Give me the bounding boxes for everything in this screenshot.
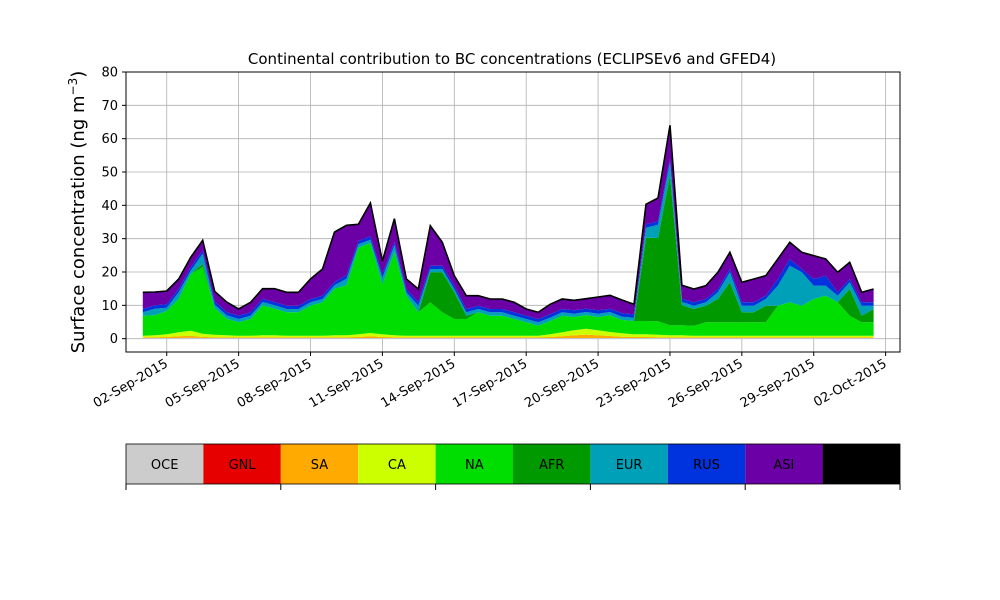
y-tick-label: 40 [101, 199, 118, 214]
legend-label-eur: EUR [616, 458, 643, 473]
x-tick-label: 20-Sep-2015 [522, 356, 602, 411]
y-tick-label: 0 [110, 332, 118, 347]
x-tick-label: 02-Oct-2015 [811, 356, 889, 410]
x-tick-label: 29-Sep-2015 [738, 356, 818, 411]
legend-label-oce: OCE [151, 458, 179, 473]
legend-swatch-asi [745, 444, 823, 484]
legend-label-gnl: GNL [229, 458, 257, 473]
legend-label-ca: CA [388, 458, 406, 473]
chart-title: Continental contribution to BC concentra… [248, 50, 776, 68]
area-asi [142, 125, 874, 319]
legend-label-sa: SA [311, 458, 328, 473]
legend-swatch-rus [667, 444, 746, 484]
area-na [142, 243, 874, 336]
legend-label-asi: ASI [773, 458, 794, 473]
y-tick-label: 10 [101, 299, 118, 314]
total-line [142, 125, 874, 314]
legend-swatch-aus [822, 444, 900, 484]
legend-swatch-afr [513, 444, 591, 484]
y-tick-label: 70 [101, 99, 118, 114]
x-tick-label: 14-Sep-2015 [378, 356, 458, 411]
y-axis-label-close: ) [68, 71, 89, 78]
legend-label-afr: AFR [539, 458, 564, 473]
legend-swatch-ca [358, 444, 436, 484]
x-tick-label: 05-Sep-2015 [163, 356, 243, 411]
legend-label-rus: RUS [693, 458, 720, 473]
axes-frame [125, 71, 901, 353]
legend-label-na: NA [465, 458, 484, 473]
area-ca [142, 328, 874, 338]
legend-swatch-gnl [203, 444, 281, 484]
y-tick-label: 20 [101, 266, 118, 281]
x-tick-label: 11-Sep-2015 [307, 356, 387, 411]
legend-swatch-eur [590, 444, 668, 484]
y-tick-label: 50 [101, 166, 118, 181]
legend-frame [125, 443, 901, 485]
legend-swatch-na [435, 444, 513, 484]
x-tick-label: 02-Sep-2015 [91, 356, 171, 411]
area-sa [142, 334, 874, 338]
x-tick-label: 08-Sep-2015 [235, 356, 315, 411]
y-tick-label: 80 [101, 66, 118, 81]
x-tick-label: 26-Sep-2015 [666, 356, 746, 411]
y-axis-label-exponent: −3 [66, 78, 80, 96]
area-rus [142, 158, 874, 323]
x-tick-label: 23-Sep-2015 [594, 356, 674, 411]
y-axis-label: Surface concentration (ng m−3) [66, 71, 89, 354]
y-tick-label: 60 [101, 132, 118, 147]
area-oce [142, 337, 874, 339]
legend-swatch-sa [280, 444, 359, 484]
legend-label-aus: AUS [848, 458, 875, 473]
plot-area: 0102030405060708002-Sep-201505-Sep-20150… [91, 66, 901, 411]
y-tick-label: 30 [101, 232, 118, 247]
x-tick-label: 17-Sep-2015 [450, 356, 530, 411]
legend: OCE GNL SA CA NA AFR EUR RUS ASI AUS [125, 443, 901, 490]
legend-swatch-oce [126, 444, 204, 484]
